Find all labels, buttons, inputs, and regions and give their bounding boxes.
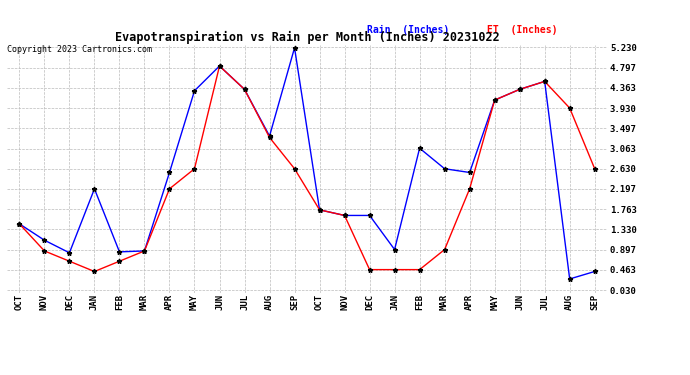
Text: Rain  (Inches): Rain (Inches) <box>367 25 449 35</box>
Text: Copyright 2023 Cartronics.com: Copyright 2023 Cartronics.com <box>7 45 152 54</box>
Text: ET  (Inches): ET (Inches) <box>487 25 558 35</box>
Title: Evapotranspiration vs Rain per Month (Inches) 20231022: Evapotranspiration vs Rain per Month (In… <box>115 31 500 44</box>
